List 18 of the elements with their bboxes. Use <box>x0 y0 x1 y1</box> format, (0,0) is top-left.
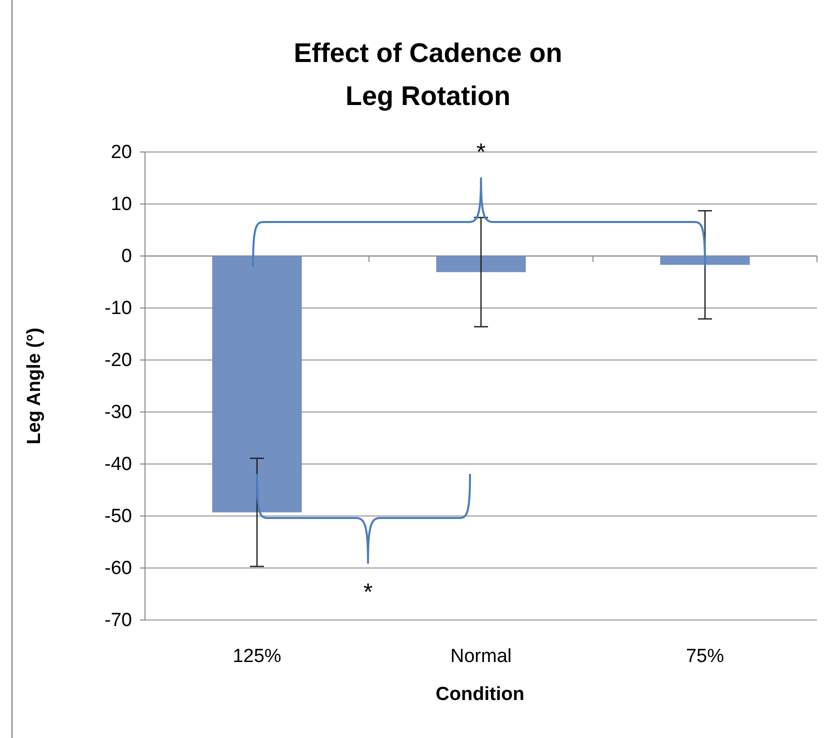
x-tick-label: 75% <box>686 646 724 667</box>
annotation: * <box>476 139 486 166</box>
y-tick-label: -70 <box>104 610 132 632</box>
y-tick-label: 10 <box>110 194 132 216</box>
y-axis-title: Leg Angle (°) <box>24 328 45 444</box>
x-tick-label: 125% <box>232 646 282 667</box>
y-tick-label: -40 <box>104 454 132 476</box>
y-tick-label: 20 <box>110 142 132 164</box>
y-tick-label: -50 <box>104 506 132 528</box>
y-tick-label: -60 <box>104 558 132 580</box>
annotation: * <box>363 579 373 606</box>
x-tick-label: Normal <box>450 646 512 667</box>
y-tick-label: 0 <box>121 246 132 268</box>
y-tick-label: -20 <box>104 350 132 372</box>
x-axis-title: Condition <box>436 684 524 705</box>
y-tick-label: -30 <box>104 402 132 424</box>
y-tick-label: -10 <box>104 298 132 320</box>
chart-title: Effect of Cadence on Leg Rotation <box>294 38 562 111</box>
